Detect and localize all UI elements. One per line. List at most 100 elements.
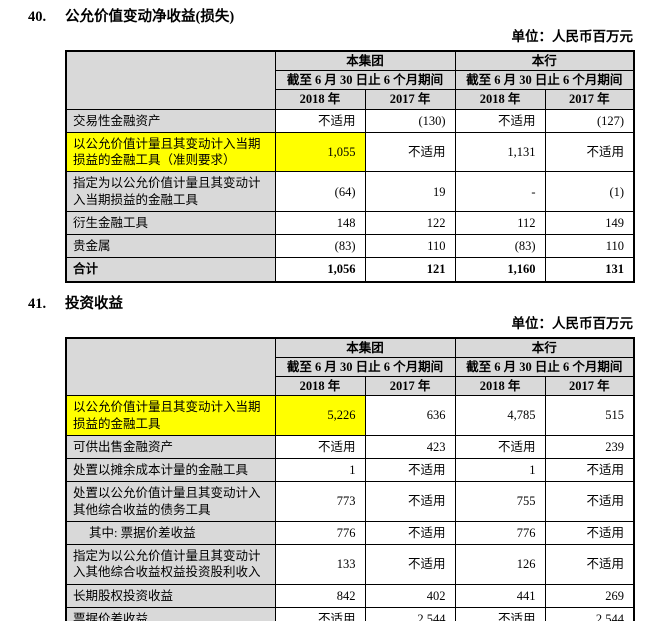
value-cell: 148: [274, 210, 366, 236]
value-cell: 不适用: [274, 434, 366, 460]
value-cell: 112: [454, 210, 546, 236]
year-header-cell: 2018 年: [274, 89, 366, 110]
table-body: 交易性金融资产 不适用 (130) 不适用 (127) 以公允价值计量且其变动计入当期损益…: [65, 108, 635, 283]
value-cell: 1: [274, 458, 366, 483]
value-cell: 2,544: [364, 606, 456, 621]
table-row: 处置以公允价值计量且其变动计入其他综合收益的债务工具 773 不适用 755 不适用: [65, 481, 635, 522]
value-cell: -: [454, 171, 546, 212]
table-header: 本集团 本行 截至 6 月 30 日止 6 个月期间 截至 6 月 30 日止 …: [65, 50, 635, 110]
value-cell: 不适用: [274, 606, 366, 621]
table-row: 其中: 票据价差收益 776 不适用 776 不适用: [65, 520, 635, 546]
value-cell: (127): [544, 108, 635, 133]
period-header-row: 截至 6 月 30 日止 6 个月期间 截至 6 月 30 日止 6 个月期间: [66, 70, 635, 91]
value-cell: 755: [454, 481, 546, 522]
value-cell: (83): [454, 234, 546, 259]
corner-cell: [65, 50, 276, 110]
unit-label: 单位：人民币百万元: [511, 29, 634, 45]
row-label-cell: 合计: [65, 257, 276, 283]
year-header-row: 2018 年 2017 年 2018 年 2017 年: [66, 89, 635, 110]
period-header-cell: 截至 6 月 30 日止 6 个月期间: [454, 356, 635, 378]
value-cell: 110: [544, 234, 635, 259]
value-cell: 1,056: [274, 257, 366, 283]
value-cell: 636: [364, 395, 456, 436]
section-40: 40. 公允价值变动净收益(损失) 单位：人民币百万元 本集团 本行 截至 6 月…: [0, 0, 660, 283]
value-cell: 不适用: [274, 108, 366, 133]
group-header-cell: 本行: [454, 50, 635, 72]
section-title: 投资收益: [65, 295, 123, 312]
table-row: 贵金属 (83) 110 (83) 110: [65, 234, 635, 259]
value-cell: (1): [544, 171, 635, 212]
group-header-cell: 本集团: [274, 50, 456, 72]
fair-value-change-table: 本集团 本行 截至 6 月 30 日止 6 个月期间 截至 6 月 30 日止 …: [65, 49, 636, 283]
group-header-row: 本集团 本行: [65, 50, 635, 110]
period-header-cell: 截至 6 月 30 日止 6 个月期间: [274, 356, 456, 378]
year-header-cell: 2017 年: [364, 89, 456, 110]
value-cell: 110: [364, 234, 456, 259]
value-cell: 131: [544, 257, 635, 283]
table-header: 本集团 本行 截至 6 月 30 日止 6 个月期间 截至 6 月 30 日止 …: [65, 337, 635, 397]
section-number: 40.: [28, 9, 47, 25]
value-cell: (83): [274, 234, 366, 259]
period-header-cell: 截至 6 月 30 日止 6 个月期间: [274, 70, 456, 91]
value-cell: 126: [454, 544, 546, 585]
row-label-cell: 衍生金融工具: [65, 210, 276, 236]
row-label-cell: 以公允价值计量且其变动计入当期损益的金融工具: [65, 395, 276, 436]
section-number: 41.: [28, 295, 47, 312]
value-cell: 不适用: [364, 458, 456, 483]
row-label-cell: 指定为以公允价值计量且其变动计入其他综合收益权益投资股利收入: [65, 544, 276, 585]
value-cell: 441: [454, 583, 546, 608]
group-header-cell: 本行: [454, 337, 635, 358]
investment-income-table: 本集团 本行 截至 6 月 30 日止 6 个月期间 截至 6 月 30 日止 …: [65, 336, 636, 621]
row-label-cell: 其中: 票据价差收益: [65, 520, 276, 546]
table-row: 衍生金融工具 148 122 112 149: [65, 210, 635, 236]
row-label-cell: 交易性金融资产: [65, 108, 276, 133]
row-label-cell: 长期股权投资收益: [65, 583, 276, 608]
row-label-cell: 处置以公允价值计量且其变动计入其他综合收益的债务工具: [65, 481, 276, 522]
table-row: 处置以摊余成本计量的金融工具 1 不适用 1 不适用: [65, 458, 635, 483]
year-header-cell: 2017 年: [544, 89, 635, 110]
value-cell: 不适用: [544, 520, 635, 546]
value-cell: 不适用: [364, 131, 456, 173]
value-cell: 4,785: [454, 395, 546, 436]
year-header-cell: 2018 年: [454, 89, 546, 110]
value-cell: 149: [544, 210, 635, 236]
table-row: 指定为以公允价值计量且其变动计入当期损益的金融工具 (64) 19- (1): [65, 171, 635, 212]
value-cell: 2,544: [544, 606, 635, 621]
value-cell: 842: [274, 583, 366, 608]
section-41: 41. 投资收益 单位：人民币百万元 本集团 本行 截至 6 月 30 日止 6 …: [0, 283, 660, 621]
row-label-cell: 处置以摊余成本计量的金融工具: [65, 458, 276, 483]
value-cell: (130): [364, 108, 456, 133]
group-header-row: 本集团 本行: [65, 337, 635, 397]
section-heading: 41. 投资收益: [0, 283, 660, 313]
value-cell: 不适用: [364, 544, 456, 585]
year-header-cell: 2018 年: [454, 376, 546, 397]
value-cell: 776: [454, 520, 546, 546]
section-title: 公允价值变动净收益(损失): [65, 9, 235, 25]
value-cell: 776: [274, 520, 366, 546]
value-cell: 不适用: [544, 544, 635, 585]
section-heading: 40. 公允价值变动净收益(损失): [0, 0, 660, 26]
value-cell: 1: [454, 458, 546, 483]
year-header-row: 2018 年 2017 年 2018 年 2017 年: [66, 376, 635, 397]
total-row: 合计 1,056 121 1,160 131: [65, 257, 635, 283]
value-cell: 不适用: [454, 434, 546, 460]
year-header-cell: 2018 年: [274, 376, 366, 397]
period-header-cell: 截至 6 月 30 日止 6 个月期间: [454, 70, 635, 91]
value-cell: (64): [274, 171, 366, 212]
value-cell: 1,055: [274, 131, 366, 173]
row-label-cell: 指定为以公允价值计量且其变动计入当期损益的金融工具: [65, 171, 276, 212]
value-cell: 269: [544, 583, 635, 608]
unit-label: 单位：人民币百万元: [511, 316, 634, 332]
value-cell: 121: [364, 257, 456, 283]
table-row: 指定为以公允价值计量且其变动计入其他综合收益权益投资股利收入 133 不适用 126 不…: [65, 544, 635, 585]
value-cell: 423: [364, 434, 456, 460]
value-cell: 不适用: [544, 458, 635, 483]
value-cell: 不适用: [454, 108, 546, 133]
value-cell: 不适用: [364, 481, 456, 522]
table-row: 以公允价值计量且其变动计入当期损益的金融工具（准则要求） 1,055 不适用 1,13…: [65, 131, 635, 173]
value-cell: 122: [364, 210, 456, 236]
table-row: 票据价差收益 不适用 2,544 不适用 2,544: [65, 606, 635, 621]
row-label-cell: 可供出售金融资产: [65, 434, 276, 460]
table-body: 以公允价值计量且其变动计入当期损益的金融工具 5,226 636 4,785 515 可供…: [65, 395, 635, 621]
value-cell: 不适用: [454, 606, 546, 621]
